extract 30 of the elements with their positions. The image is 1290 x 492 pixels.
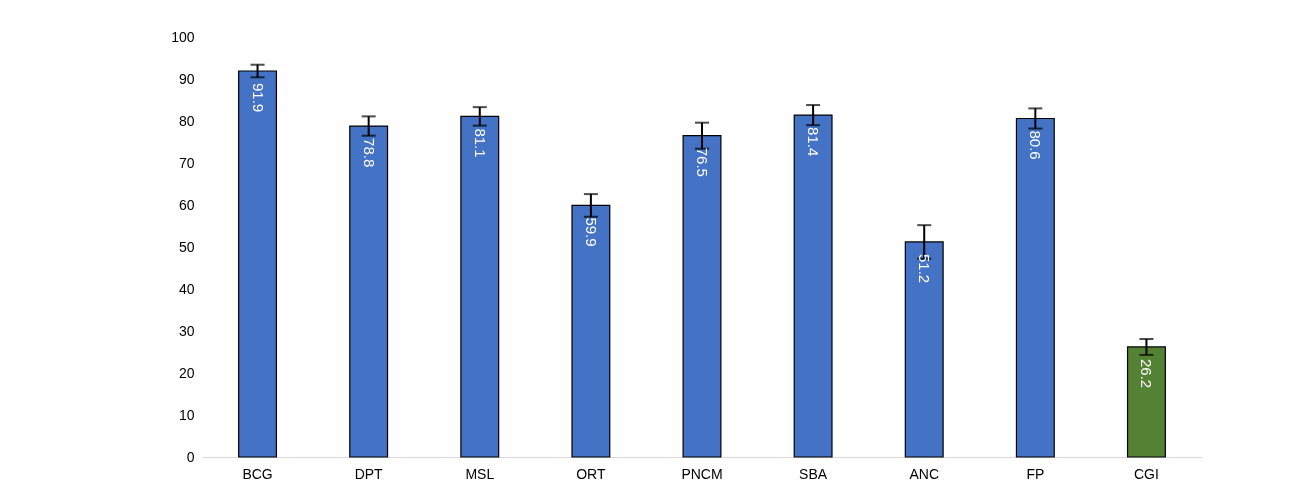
x-tick-label: MSL xyxy=(465,465,495,482)
y-tick-label: 100 xyxy=(171,28,195,45)
data-label: 81.1 xyxy=(471,128,489,158)
data-label: 80.6 xyxy=(1027,130,1045,160)
x-tick-label: ORT xyxy=(576,465,606,482)
x-tick-label: DPT xyxy=(354,465,384,482)
y-tick-label: 30 xyxy=(178,322,195,339)
data-label: 51.2 xyxy=(916,253,934,284)
data-label: 78.8 xyxy=(360,138,378,168)
x-tick-label: ANC xyxy=(909,465,939,482)
x-tick-label: PNCM xyxy=(681,465,723,482)
y-tick-label: 50 xyxy=(178,238,195,255)
data-label: 91.9 xyxy=(249,83,267,113)
x-tick-label: CGI xyxy=(1134,465,1159,482)
y-tick-label: 70 xyxy=(178,154,195,171)
y-tick-label: 40 xyxy=(178,280,195,297)
x-tick-label: BCG xyxy=(242,465,273,482)
y-tick-label: 60 xyxy=(178,196,195,213)
data-label: 59.9 xyxy=(582,217,600,247)
data-label: 76.5 xyxy=(694,147,711,177)
bar xyxy=(238,70,278,458)
y-tick-label: 90 xyxy=(178,70,195,87)
x-tick-label: SBA xyxy=(799,465,828,482)
y-tick-label: 80 xyxy=(178,112,195,129)
y-tick-label: 10 xyxy=(178,406,195,423)
y-tick-label: 0 xyxy=(186,448,195,465)
x-tick-label: FP xyxy=(1026,465,1045,482)
y-tick-label: 20 xyxy=(178,364,195,381)
data-label: 26.2 xyxy=(1138,358,1156,389)
data-label: 81.4 xyxy=(805,127,823,157)
